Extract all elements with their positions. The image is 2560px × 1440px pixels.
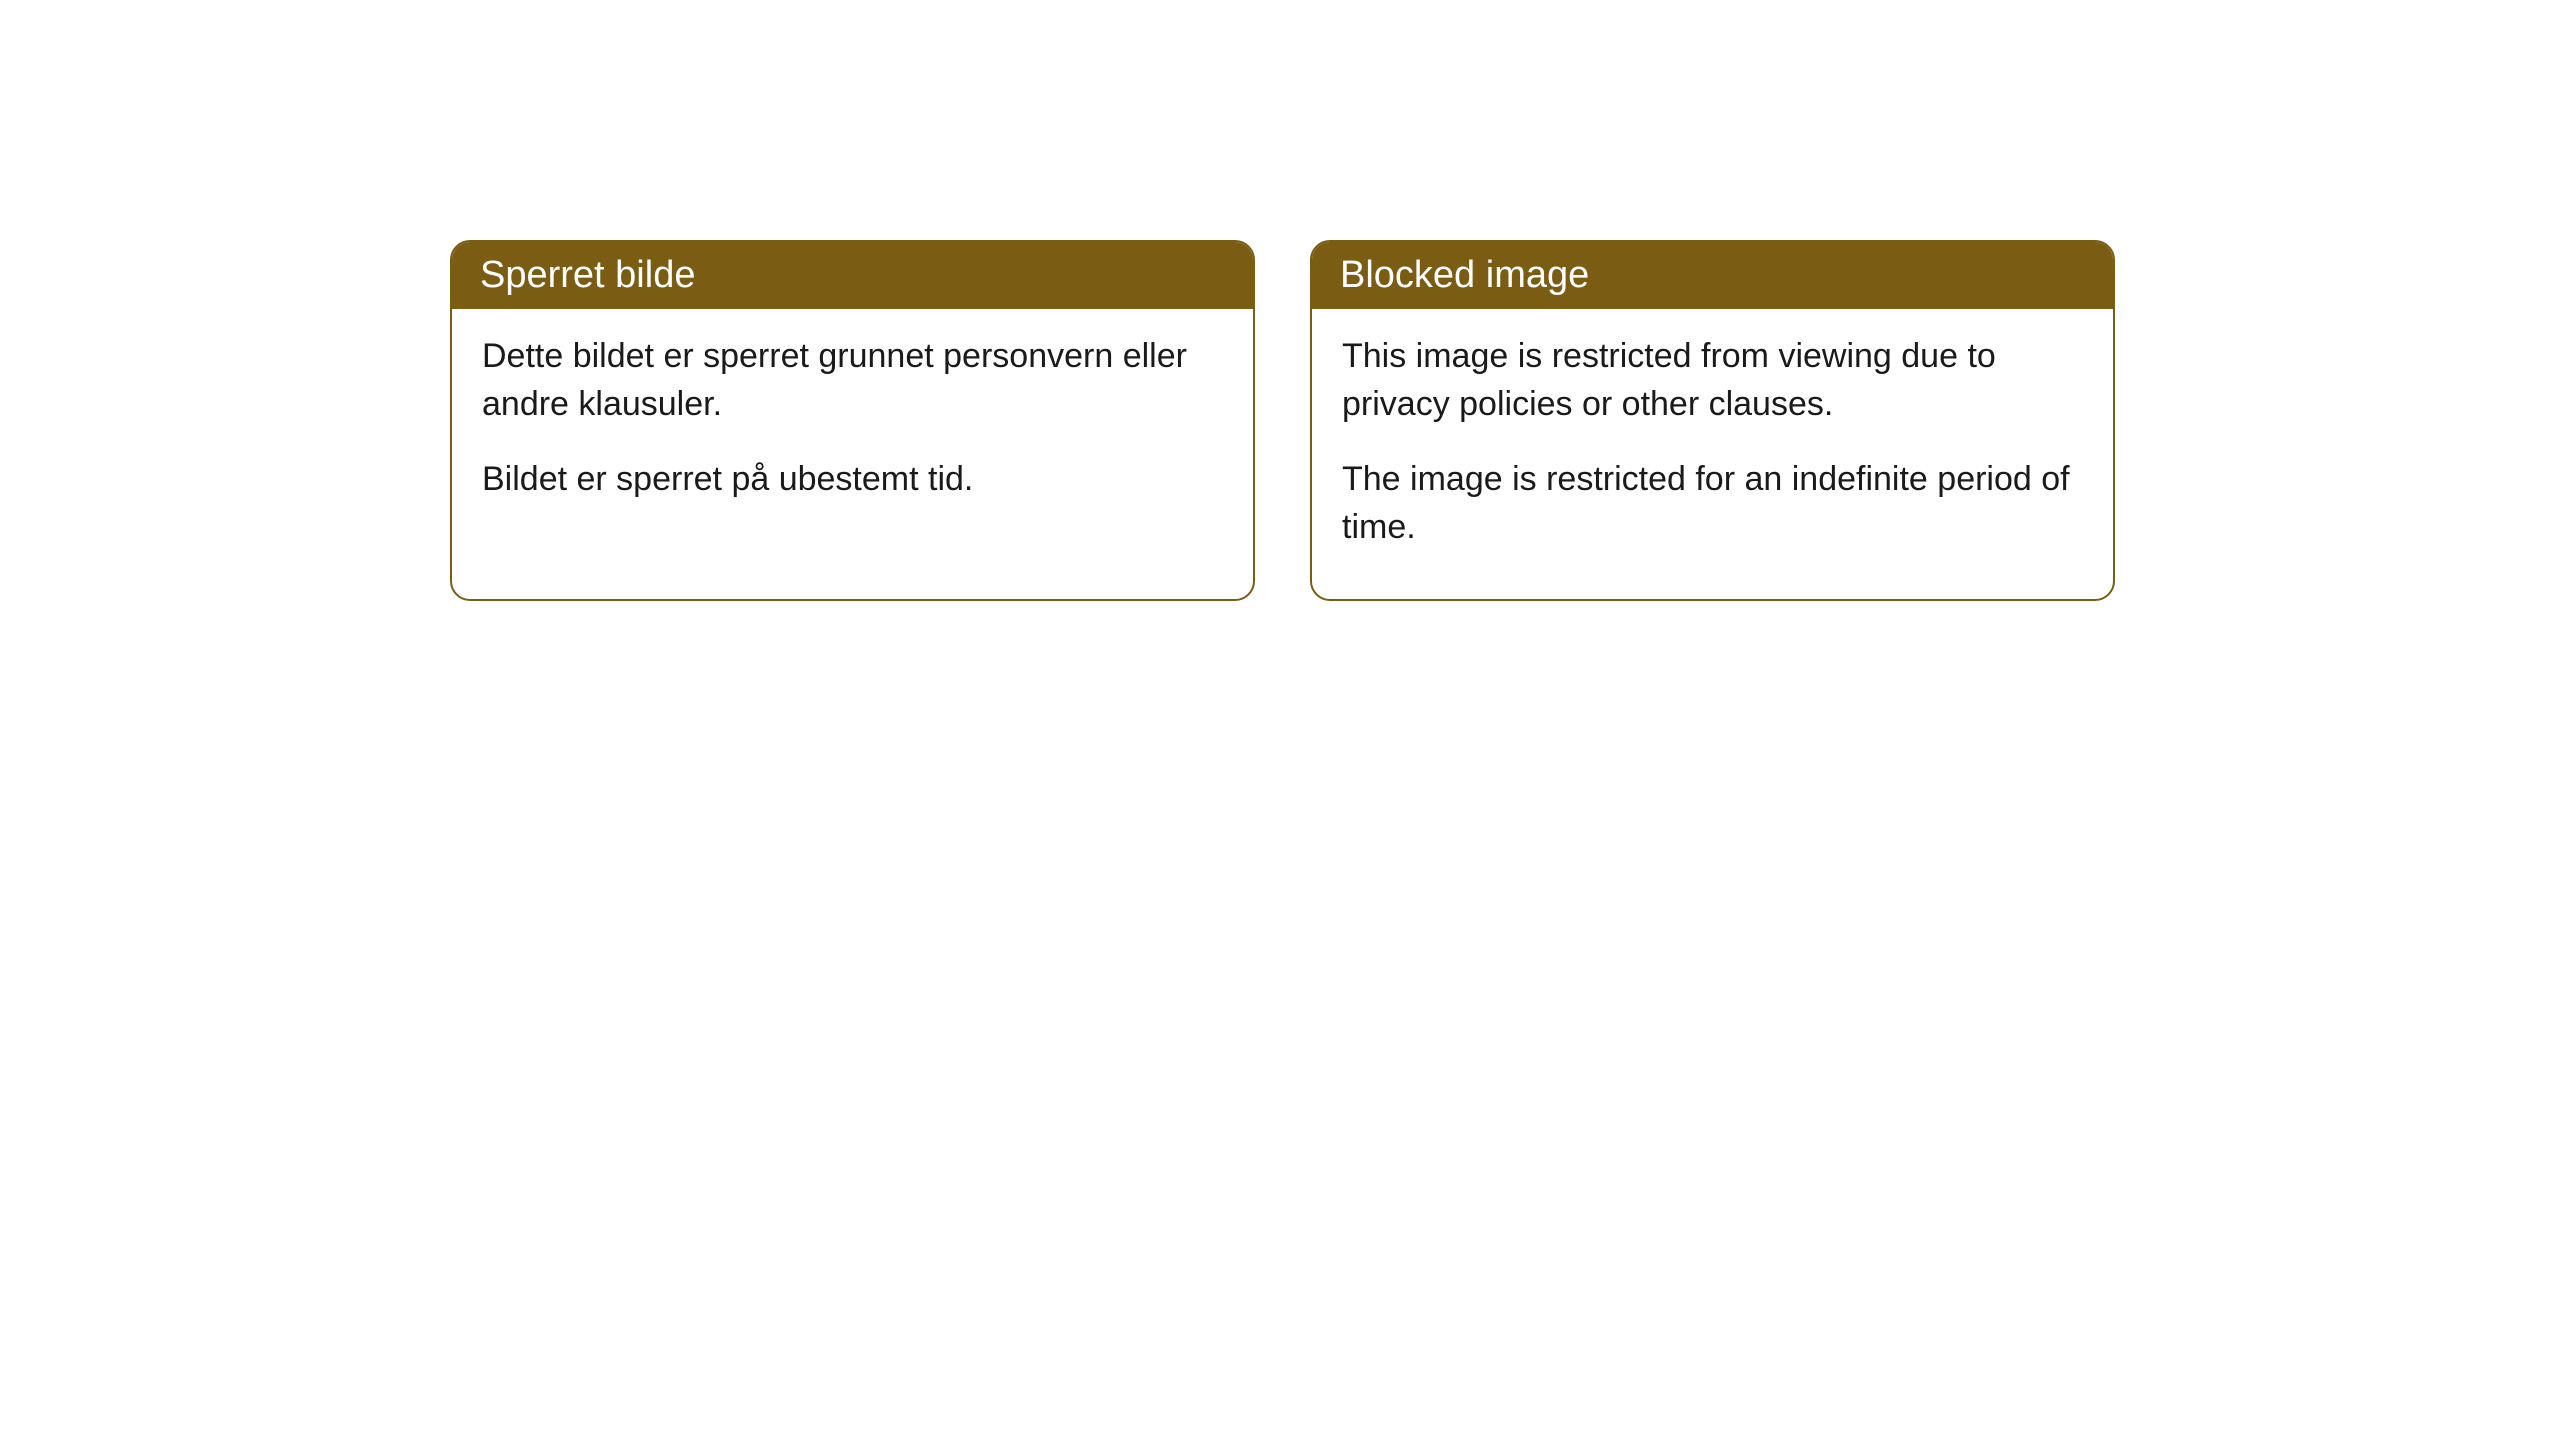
notice-card-english: Blocked image This image is restricted f… — [1310, 240, 2115, 601]
notice-cards-container: Sperret bilde Dette bildet er sperret gr… — [450, 240, 2115, 601]
card-paragraph: Bildet er sperret på ubestemt tid. — [482, 456, 1223, 504]
card-header-norwegian: Sperret bilde — [452, 242, 1253, 309]
card-body-norwegian: Dette bildet er sperret grunnet personve… — [452, 309, 1253, 552]
card-paragraph: Dette bildet er sperret grunnet personve… — [482, 333, 1223, 428]
notice-card-norwegian: Sperret bilde Dette bildet er sperret gr… — [450, 240, 1255, 601]
card-body-english: This image is restricted from viewing du… — [1312, 309, 2113, 599]
card-title: Blocked image — [1340, 254, 1589, 296]
card-header-english: Blocked image — [1312, 242, 2113, 309]
card-paragraph: The image is restricted for an indefinit… — [1342, 456, 2083, 551]
card-paragraph: This image is restricted from viewing du… — [1342, 333, 2083, 428]
card-title: Sperret bilde — [480, 254, 695, 296]
